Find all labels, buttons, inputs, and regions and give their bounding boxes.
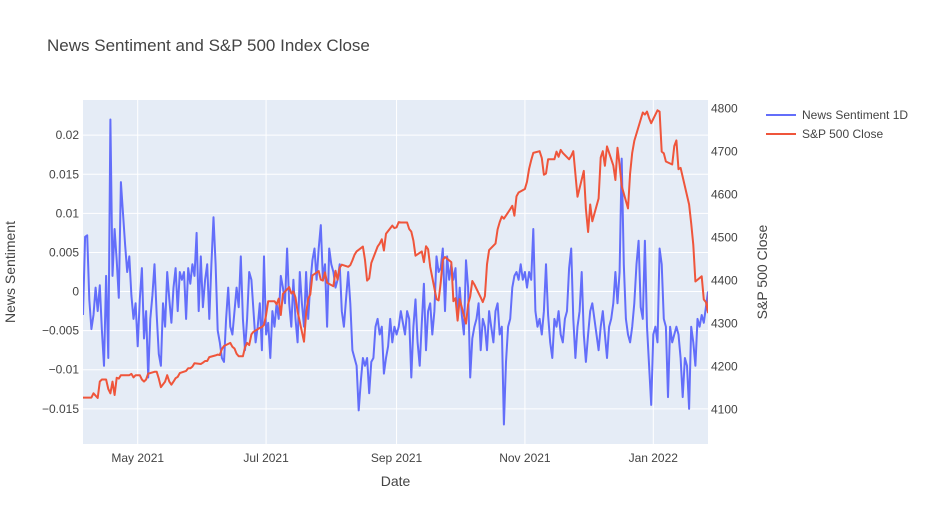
series-layer [83,109,719,426]
left-y-axis-title: News Sentiment [2,221,18,323]
right-y-tick-label: 4300 [711,317,738,331]
series-line-sp500-close[interactable] [83,109,719,399]
left-y-tick-label: −0.005 [42,324,79,338]
right-y-tick-label: 4700 [711,145,738,159]
right-y-tick-label: 4800 [711,102,738,116]
right-y-axis-title: S&P 500 Close [754,224,770,319]
legend-label-sentiment: News Sentiment 1D [802,108,908,122]
series-line-news-sentiment[interactable] [83,118,708,426]
left-y-axis-ticks: 0.02 0.015 0.01 0.005 0 −0.005 −0.01 −0.015 [42,128,79,416]
x-axis-title: Date [381,473,411,489]
x-tick-label: Jul 2021 [243,451,289,465]
grid-lines [83,100,708,444]
right-y-tick-label: 4100 [711,403,738,417]
x-tick-label: May 2021 [111,451,164,465]
legend-item-sentiment[interactable]: News Sentiment 1D [766,108,908,122]
left-y-tick-label: −0.015 [42,402,79,416]
left-y-tick-label: −0.01 [49,363,80,377]
left-y-tick-label: 0 [72,285,79,299]
x-tick-label: Nov 2021 [499,451,551,465]
right-y-axis-ticks: 4800 4700 4600 4500 4400 4300 4200 4100 [711,102,738,417]
left-y-tick-label: 0.005 [49,245,79,259]
left-y-tick-label: 0.01 [56,206,80,220]
x-tick-label: Sep 2021 [371,451,423,465]
left-y-tick-label: 0.02 [56,128,80,142]
x-axis-ticks: May 2021 Jul 2021 Sep 2021 Nov 2021 Jan 2022 [111,451,678,465]
legend: News Sentiment 1D S&P 500 Close [766,108,908,141]
chart-title: News Sentiment and S&P 500 Index Close [47,36,370,55]
right-y-tick-label: 4400 [711,274,738,288]
right-y-tick-label: 4200 [711,360,738,374]
legend-label-sp500: S&P 500 Close [802,127,883,141]
right-y-tick-label: 4600 [711,188,738,202]
left-y-tick-label: 0.015 [49,167,79,181]
x-tick-label: Jan 2022 [629,451,679,465]
right-y-tick-label: 4500 [711,231,738,245]
legend-item-sp500[interactable]: S&P 500 Close [766,127,883,141]
